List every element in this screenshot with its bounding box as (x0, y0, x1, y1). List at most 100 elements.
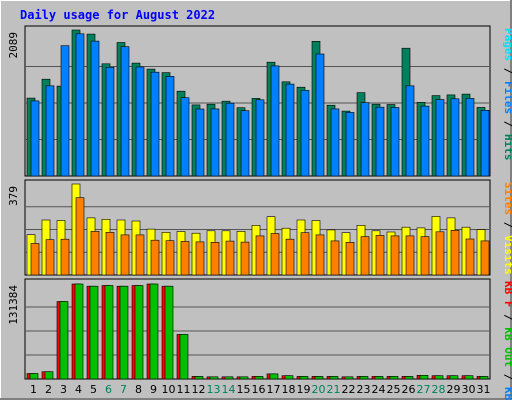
bar-kbytes-kb-in-day-23 (359, 376, 369, 380)
bar-visits-sites-day-4 (75, 197, 85, 276)
bar-visits-sites-day-12 (195, 241, 205, 276)
bar-kbytes-kb-in-day-15 (239, 376, 249, 380)
x-tick-label: 27 (417, 383, 431, 396)
bar-hits-files-day-4 (75, 33, 85, 177)
bar-kbytes-kb-in-day-19 (299, 376, 309, 380)
bar-kbytes-kb-in-day-31 (479, 376, 489, 380)
bar-visits-sites-day-21 (330, 240, 340, 276)
bar-hits-files-day-20 (315, 53, 325, 177)
bar-visits-sites-day-14 (225, 240, 235, 276)
bar-hits-files-day-24 (375, 106, 385, 177)
bar-hits-files-day-27 (420, 105, 430, 177)
bar-visits-sites-day-1 (30, 243, 40, 276)
bar-kbytes-kb-in-day-3 (59, 301, 69, 380)
bar-hits-files-day-6 (105, 67, 115, 177)
bar-hits-files-day-3 (60, 45, 70, 177)
bar-hits-files-day-19 (300, 90, 310, 177)
bar-hits-files-day-15 (240, 110, 250, 177)
x-tick-label: 11 (177, 383, 191, 396)
bar-kbytes-kb-in-day-16 (254, 376, 264, 380)
x-tick-label: 10 (162, 383, 176, 396)
x-tick-label: 25 (387, 383, 401, 396)
bar-hits-files-day-25 (390, 107, 400, 177)
x-tick-label: 30 (462, 383, 476, 396)
bar-visits-sites-day-9 (150, 239, 160, 276)
bar-visits-sites-day-16 (255, 235, 265, 276)
scale-label: 379 (7, 186, 20, 206)
bar-visits-sites-day-7 (120, 234, 130, 276)
bar-kbytes-kb-in-day-17 (269, 373, 279, 380)
bar-visits-sites-day-15 (240, 241, 250, 276)
legend-hits: Hits (502, 134, 512, 161)
bar-hits-files-day-16 (255, 99, 265, 177)
bar-hits-files-day-12 (195, 108, 205, 177)
bar-hits-files-day-31 (480, 110, 490, 177)
chart-panels: 2089 Pages / Files / Hits 379 Sites / Visit… (7, 25, 512, 400)
scale-label: 2089 (7, 32, 20, 59)
x-tick-label: 24 (372, 383, 386, 396)
x-tick-label: 21 (327, 383, 341, 396)
bar-kbytes-kb-in-day-22 (344, 376, 354, 380)
legend-kb-in: KB In (502, 387, 512, 400)
chart-title: Daily usage for August 2022 (20, 8, 215, 22)
x-tick-label: 12 (192, 383, 206, 396)
bar-hits-files-day-8 (135, 66, 145, 177)
x-axis-labels: 1 2 3 4 5 6 7 8 9 10 11 12 13 14 15 16 17 18 19 20 21 22 23 24 2… (30, 383, 491, 396)
x-tick-label: 29 (447, 383, 461, 396)
bar-visits-sites-day-28 (435, 231, 445, 276)
bar-kbytes-kb-in-day-8 (134, 285, 144, 380)
x-tick-label: 2 (45, 383, 52, 396)
side-legend-kbytes: KB F / KB Out / KB In (502, 281, 512, 400)
bar-visits-sites-day-26 (405, 235, 415, 276)
bar-visits-sites-day-18 (285, 238, 295, 276)
bar-hits-files-day-13 (210, 108, 220, 177)
bar-visits-sites-day-10 (165, 240, 175, 276)
bar-kbytes-kb-in-day-24 (374, 376, 384, 380)
bar-visits-sites-day-13 (210, 242, 220, 276)
bar-hits-files-day-5 (90, 40, 100, 177)
bar-kbytes-kb-in-day-18 (284, 375, 294, 380)
x-tick-label: 3 (60, 383, 67, 396)
bar-visits-sites-day-6 (105, 232, 115, 276)
bar-visits-sites-day-19 (300, 232, 310, 276)
bar-visits-sites-day-20 (315, 234, 325, 276)
x-tick-label: 13 (207, 383, 221, 396)
bar-kbytes-kb-in-day-2 (44, 371, 54, 380)
bar-kbytes-kb-in-day-25 (389, 376, 399, 380)
bar-kbytes-kb-in-day-26 (404, 376, 414, 380)
x-tick-label: 17 (267, 383, 281, 396)
bar-kbytes-kb-in-day-30 (464, 375, 474, 380)
x-tick-label: 6 (105, 383, 112, 396)
x-tick-label: 4 (75, 383, 82, 396)
bar-visits-sites-day-22 (345, 242, 355, 276)
bar-kbytes-kb-in-day-6 (104, 285, 114, 380)
bar-hits-files-day-28 (435, 99, 445, 177)
side-legend-hits: Pages / Files / Hits (502, 28, 512, 161)
bar-hits-files-day-21 (330, 108, 340, 177)
bar-hits-files-day-22 (345, 112, 355, 177)
bar-kbytes-kb-in-day-11 (179, 334, 189, 380)
bar-hits-files-day-14 (225, 102, 235, 177)
scale-label: 131384 (7, 285, 20, 325)
legend-visits: Visits (502, 235, 512, 275)
bar-visits-sites-day-27 (420, 236, 430, 276)
bar-visits-sites-day-11 (180, 241, 190, 276)
panel-kbytes: 131384 KB F / KB Out / KB In (7, 278, 512, 400)
side-legend-visits: Sites / Visits (502, 182, 512, 275)
x-tick-label: 23 (357, 383, 371, 396)
bar-hits-files-day-18 (285, 83, 295, 177)
bar-kbytes-kb-in-day-9 (149, 283, 159, 380)
bar-visits-sites-day-24 (375, 235, 385, 276)
bar-visits-sites-day-8 (135, 234, 145, 276)
bar-kbytes-kb-in-day-13 (209, 376, 219, 380)
x-tick-label: 28 (432, 383, 446, 396)
bar-hits-files-day-10 (165, 76, 175, 177)
x-tick-label: 1 (30, 383, 37, 396)
bar-kbytes-kb-in-day-28 (434, 375, 444, 380)
bar-visits-sites-day-17 (270, 233, 280, 276)
bar-kbytes-kb-in-day-29 (449, 375, 459, 380)
bar-visits-sites-day-25 (390, 235, 400, 276)
bar-hits-files-day-1 (30, 100, 40, 177)
bar-hits-files-day-29 (450, 98, 460, 177)
